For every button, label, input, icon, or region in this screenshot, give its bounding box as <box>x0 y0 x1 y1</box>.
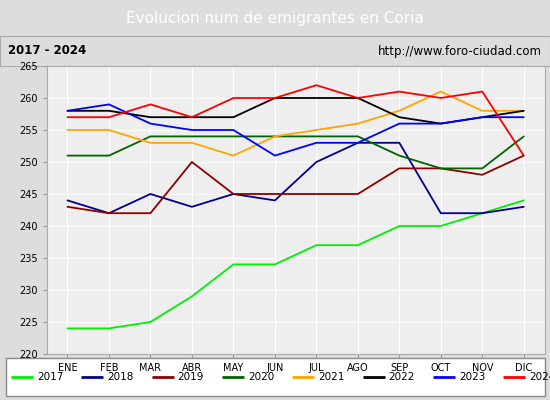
Text: 2024: 2024 <box>529 372 550 382</box>
Text: 2019: 2019 <box>178 372 204 382</box>
Text: 2022: 2022 <box>388 372 415 382</box>
Text: 2020: 2020 <box>248 372 274 382</box>
Text: 2017: 2017 <box>37 372 63 382</box>
Text: 2018: 2018 <box>107 372 134 382</box>
Text: http://www.foro-ciudad.com: http://www.foro-ciudad.com <box>378 44 542 58</box>
Text: 2021: 2021 <box>318 372 344 382</box>
Text: 2023: 2023 <box>459 372 485 382</box>
Text: Evolucion num de emigrantes en Coria: Evolucion num de emigrantes en Coria <box>126 10 424 26</box>
FancyBboxPatch shape <box>6 358 544 396</box>
Text: 2017 - 2024: 2017 - 2024 <box>8 44 86 58</box>
